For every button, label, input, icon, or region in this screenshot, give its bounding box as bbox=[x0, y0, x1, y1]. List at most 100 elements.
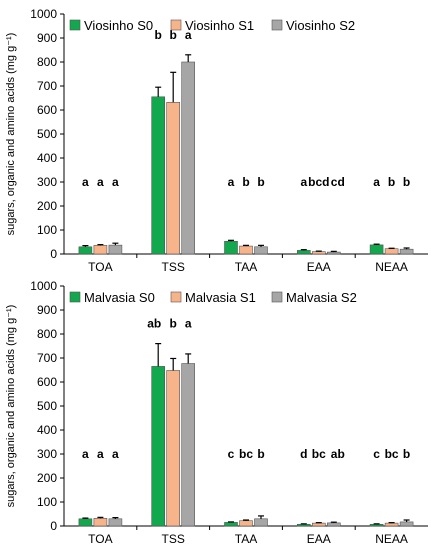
category-label: TAA bbox=[235, 260, 257, 274]
significance-label: a bbox=[228, 175, 235, 189]
bar bbox=[108, 518, 123, 527]
bar bbox=[326, 251, 341, 255]
category-label: NEAA bbox=[375, 532, 408, 546]
bar bbox=[224, 240, 238, 255]
bar bbox=[151, 96, 165, 255]
significance-label: bc bbox=[312, 447, 326, 461]
legend-label: Malvasia S2 bbox=[286, 290, 357, 305]
bar bbox=[311, 522, 326, 527]
y-axis-title: sugars, organic and amino acids (mg g⁻¹) bbox=[5, 305, 17, 508]
y-tick-label: 800 bbox=[37, 327, 57, 341]
legend-label: Viosinho S2 bbox=[286, 18, 355, 33]
significance-label: ab bbox=[331, 447, 345, 461]
category-label: TSS bbox=[162, 260, 185, 274]
bar bbox=[254, 246, 268, 255]
legend-label: Viosinho S1 bbox=[185, 18, 254, 33]
significance-label: ab bbox=[147, 317, 161, 331]
bar bbox=[399, 248, 414, 255]
y-tick-label: 600 bbox=[37, 103, 57, 117]
y-tick-label: 700 bbox=[37, 79, 57, 93]
bar bbox=[254, 518, 268, 527]
significance-label: b bbox=[388, 175, 395, 189]
y-tick-label: 0 bbox=[50, 519, 57, 533]
significance-label: b bbox=[403, 175, 410, 189]
legend-label: Malvasia S1 bbox=[185, 290, 256, 305]
category-label: NEAA bbox=[375, 260, 408, 274]
significance-label: bc bbox=[385, 447, 399, 461]
bar bbox=[296, 524, 311, 527]
significance-label: a bbox=[185, 317, 192, 331]
bar bbox=[399, 521, 414, 527]
significance-label: a bbox=[82, 447, 89, 461]
bar bbox=[181, 61, 195, 255]
category-label: EAA bbox=[307, 532, 331, 546]
y-tick-label: 200 bbox=[37, 471, 57, 485]
significance-label: a bbox=[300, 175, 307, 189]
legend-swatch bbox=[271, 19, 283, 31]
significance-label: c bbox=[228, 447, 235, 461]
y-tick-label: 900 bbox=[37, 303, 57, 317]
y-tick-label: 1000 bbox=[30, 279, 57, 293]
bar bbox=[384, 522, 399, 527]
legend-swatch bbox=[170, 19, 182, 31]
bar bbox=[384, 248, 399, 255]
bar bbox=[166, 370, 180, 527]
y-tick-label: 600 bbox=[37, 375, 57, 389]
significance-label: a bbox=[373, 175, 380, 189]
chart-panel-viosinho: 0 100 200 300 400 500 600 700 800 900 1000 sugars, … bbox=[5, 7, 428, 274]
y-tick-label: 1000 bbox=[30, 7, 57, 21]
significance-label: b bbox=[155, 28, 162, 42]
significance-label: cd bbox=[331, 175, 345, 189]
significance-label: a bbox=[112, 175, 119, 189]
significance-label: c bbox=[373, 447, 380, 461]
bar bbox=[239, 245, 253, 255]
legend-label: Malvasia S0 bbox=[84, 290, 155, 305]
bar bbox=[78, 518, 93, 527]
legend-swatch bbox=[69, 291, 81, 303]
bar bbox=[93, 518, 108, 527]
bar bbox=[108, 244, 123, 255]
significance-label: a bbox=[97, 175, 104, 189]
bar bbox=[224, 522, 238, 527]
significance-label: a bbox=[82, 175, 89, 189]
bar bbox=[181, 363, 195, 527]
y-axis-title: sugars, organic and amino acids (mg g⁻¹) bbox=[5, 33, 17, 236]
legend-swatch bbox=[170, 291, 182, 303]
bar bbox=[311, 251, 326, 255]
legend-label: Viosinho S0 bbox=[84, 18, 153, 33]
significance-label: b bbox=[257, 447, 264, 461]
y-tick-label: 300 bbox=[37, 447, 57, 461]
y-tick-label: 0 bbox=[50, 247, 57, 261]
y-tick-label: 100 bbox=[37, 223, 57, 237]
significance-label: b bbox=[242, 175, 249, 189]
y-tick-label: 300 bbox=[37, 175, 57, 189]
bar bbox=[296, 250, 311, 255]
significance-label: b bbox=[170, 317, 177, 331]
bar bbox=[93, 245, 108, 255]
significance-label: b bbox=[257, 175, 264, 189]
significance-label: b bbox=[403, 447, 410, 461]
y-tick-label: 100 bbox=[37, 495, 57, 509]
significance-label: d bbox=[300, 447, 307, 461]
significance-label: a bbox=[97, 447, 104, 461]
category-label: TSS bbox=[162, 532, 185, 546]
y-tick-label: 800 bbox=[37, 55, 57, 69]
bar bbox=[326, 522, 341, 527]
y-tick-label: 500 bbox=[37, 399, 57, 413]
y-tick-label: 400 bbox=[37, 423, 57, 437]
significance-label: bcd bbox=[308, 175, 329, 189]
significance-label: a bbox=[185, 28, 192, 42]
bar bbox=[151, 366, 165, 527]
bar bbox=[239, 520, 253, 527]
bar bbox=[369, 524, 384, 527]
y-tick-label: 200 bbox=[37, 199, 57, 213]
y-tick-label: 900 bbox=[37, 31, 57, 45]
bar bbox=[78, 246, 93, 255]
significance-label: b bbox=[170, 28, 177, 42]
chart-panel-malvasia: 0 100 200 300 400 500 600 700 800 900 1000 sugars, … bbox=[5, 279, 428, 546]
bar bbox=[369, 244, 384, 255]
significance-label: bc bbox=[239, 447, 253, 461]
